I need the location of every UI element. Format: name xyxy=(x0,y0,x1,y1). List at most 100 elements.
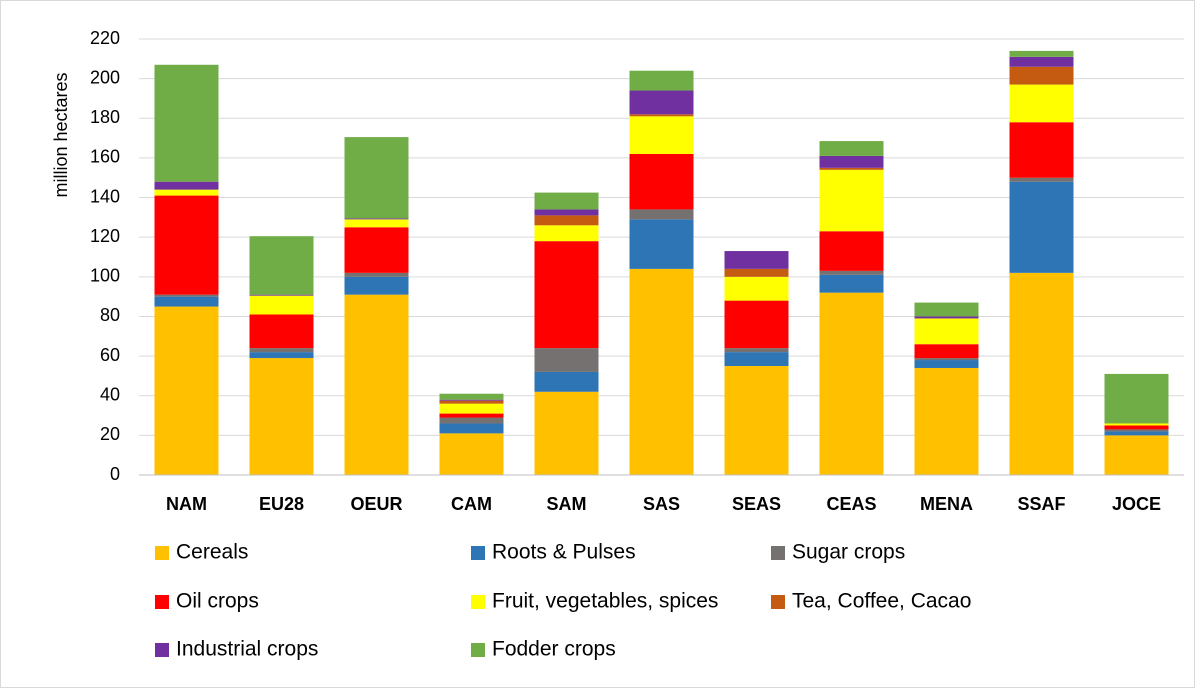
bar-segment xyxy=(914,344,979,359)
bar-segment xyxy=(629,114,694,117)
bar-segment xyxy=(154,306,219,475)
bar-segment xyxy=(439,413,504,418)
bar-segment xyxy=(1009,181,1074,273)
bar-segment xyxy=(1104,423,1169,426)
legend-label: Roots & Pulses xyxy=(492,541,636,564)
bar-segment xyxy=(629,153,694,210)
bar-segment xyxy=(1104,431,1169,436)
bar-segment xyxy=(534,391,599,475)
bar-segment xyxy=(534,209,599,216)
bar-segment xyxy=(819,169,884,232)
bar-segment xyxy=(534,241,599,349)
y-tick-label: 40 xyxy=(100,384,120,404)
bar-segment xyxy=(724,348,789,353)
bar-segment xyxy=(1009,56,1074,67)
bar-segment xyxy=(914,358,979,361)
bar-segment xyxy=(1009,177,1074,182)
x-tick-label: SSAF xyxy=(1017,494,1065,514)
x-tick-label: SAS xyxy=(643,494,680,514)
x-tick-label: JOCE xyxy=(1112,494,1161,514)
legend-swatch xyxy=(771,546,785,560)
y-tick-label: 160 xyxy=(90,147,120,167)
x-tick-label: SAM xyxy=(547,494,587,514)
bar-segment xyxy=(819,141,884,156)
y-tick-label: 100 xyxy=(90,266,120,286)
bar-segment xyxy=(819,167,884,170)
legend-swatch xyxy=(471,643,485,657)
bar-segment xyxy=(534,215,599,226)
bar-segment xyxy=(154,181,219,190)
bar-segment xyxy=(819,155,884,168)
legend-swatch xyxy=(471,546,485,560)
bar-segment xyxy=(249,294,314,296)
y-tick-label: 200 xyxy=(90,67,120,87)
y-tick-label: 0 xyxy=(110,464,120,484)
bar-segment xyxy=(439,393,504,400)
bar-segment xyxy=(439,399,504,401)
bar-segment xyxy=(249,348,314,353)
bar-segment xyxy=(249,236,314,295)
legend-swatch xyxy=(155,595,169,609)
y-tick-label: 20 xyxy=(100,424,120,444)
bar-segment xyxy=(629,219,694,269)
bar-segment xyxy=(154,296,219,307)
bar-segment xyxy=(819,292,884,475)
x-tick-label: OEUR xyxy=(350,494,402,514)
bar-segment xyxy=(249,358,314,475)
bar-segment xyxy=(344,294,409,475)
legend-label: Industrial crops xyxy=(176,638,318,661)
bar-segment xyxy=(439,400,504,404)
bar-segment xyxy=(819,270,884,275)
bar-segment xyxy=(439,403,504,414)
bar-segment xyxy=(154,64,219,182)
x-tick-label: CAM xyxy=(451,494,492,514)
legend-label: Tea, Coffee, Cacao xyxy=(792,590,971,613)
bar-segment xyxy=(439,433,504,475)
bar-segment xyxy=(439,417,504,424)
bar-segment xyxy=(534,225,599,242)
x-tick-label: NAM xyxy=(166,494,207,514)
legend-swatch xyxy=(155,546,169,560)
x-tick-label: CEAS xyxy=(826,494,876,514)
legend-label: Fodder crops xyxy=(492,638,616,661)
bar-segment xyxy=(534,348,599,372)
bar-segment xyxy=(249,295,314,315)
legend-label: Fruit, vegetables, spices xyxy=(492,590,718,613)
legend-label: Cereals xyxy=(176,541,248,564)
y-tick-label: 60 xyxy=(100,345,120,365)
bar-segment xyxy=(914,318,979,345)
bar-segment xyxy=(914,316,979,319)
bar-segment xyxy=(534,192,599,210)
bar-segment xyxy=(1104,425,1169,430)
bar-segment xyxy=(344,276,409,295)
bar-segment xyxy=(344,218,409,220)
bar-segment xyxy=(1104,373,1169,424)
bar-segment xyxy=(1009,50,1074,57)
bar-segment xyxy=(629,70,694,91)
x-tick-label: MENA xyxy=(920,494,973,514)
bar-segment xyxy=(819,231,884,271)
legend-swatch xyxy=(155,643,169,657)
bar-segment xyxy=(629,268,694,475)
bar-segment xyxy=(1104,429,1169,432)
y-tick-label: 220 xyxy=(90,28,120,48)
bar-segment xyxy=(724,352,789,366)
bar-segment xyxy=(154,189,219,196)
bar-segment xyxy=(724,268,789,277)
bar-segment xyxy=(724,276,789,301)
y-tick-label: 180 xyxy=(90,107,120,127)
bar-segment xyxy=(1009,66,1074,85)
bar-segment xyxy=(439,423,504,434)
x-tick-label: EU28 xyxy=(259,494,304,514)
bar-segment xyxy=(154,195,219,295)
bar-segment xyxy=(1009,84,1074,123)
bar-segment xyxy=(1009,122,1074,178)
bar-segment xyxy=(249,314,314,349)
bar-segment xyxy=(724,300,789,349)
bar-segment xyxy=(1009,272,1074,475)
legend-label: Sugar crops xyxy=(792,541,905,564)
bar-segment xyxy=(914,302,979,317)
bar-segment xyxy=(819,274,884,293)
legend-swatch xyxy=(771,595,785,609)
bar-segment xyxy=(629,209,694,220)
